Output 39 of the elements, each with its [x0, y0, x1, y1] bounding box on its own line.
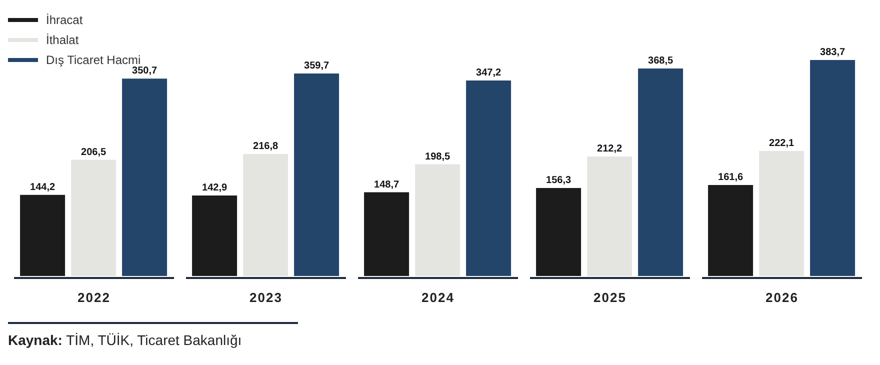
bar: [20, 194, 66, 276]
data-label: 350,7: [132, 66, 158, 77]
data-label: 198,5: [425, 151, 450, 162]
data-label: 212,2: [597, 144, 622, 155]
x-tick-label: 2024: [422, 290, 454, 305]
bar: [810, 60, 856, 276]
bar: [466, 80, 512, 276]
x-tick-label: 2023: [250, 290, 282, 305]
data-label: 359,7: [304, 60, 330, 72]
bar: [536, 188, 582, 276]
data-label: 206,5: [81, 146, 106, 158]
legend-label: Dış Ticaret Hacmi: [46, 53, 141, 67]
bar: [294, 74, 340, 276]
bar: [638, 68, 684, 276]
data-label: 216,8: [253, 140, 278, 152]
bar: [122, 78, 168, 276]
x-tick-label: 2026: [766, 290, 798, 305]
data-label: 148,7: [374, 179, 400, 190]
data-label: 368,5: [648, 56, 674, 67]
x-tick-label: 2025: [594, 290, 626, 305]
bar: [759, 150, 804, 276]
data-label: 142,9: [202, 182, 228, 194]
data-label: 383,7: [820, 47, 846, 58]
data-label: 161,6: [718, 172, 744, 184]
legend-label: İthalat: [46, 33, 79, 47]
data-label: 347,2: [476, 68, 502, 79]
data-label: 144,2: [30, 182, 56, 193]
x-tick-label: 2022: [78, 290, 110, 305]
bar: [587, 156, 632, 276]
bar: [243, 154, 288, 276]
data-label: 222,1: [769, 138, 794, 149]
data-label: 156,3: [546, 175, 572, 186]
bar: [364, 192, 410, 276]
bar: [708, 185, 754, 276]
bar: [192, 196, 238, 276]
bar: [71, 160, 116, 276]
legend-label: İhracat: [46, 13, 83, 27]
bar: [415, 164, 460, 276]
text: Kaynak: TİM, TÜİK, Ticaret Bakanlığı: [8, 322, 298, 348]
